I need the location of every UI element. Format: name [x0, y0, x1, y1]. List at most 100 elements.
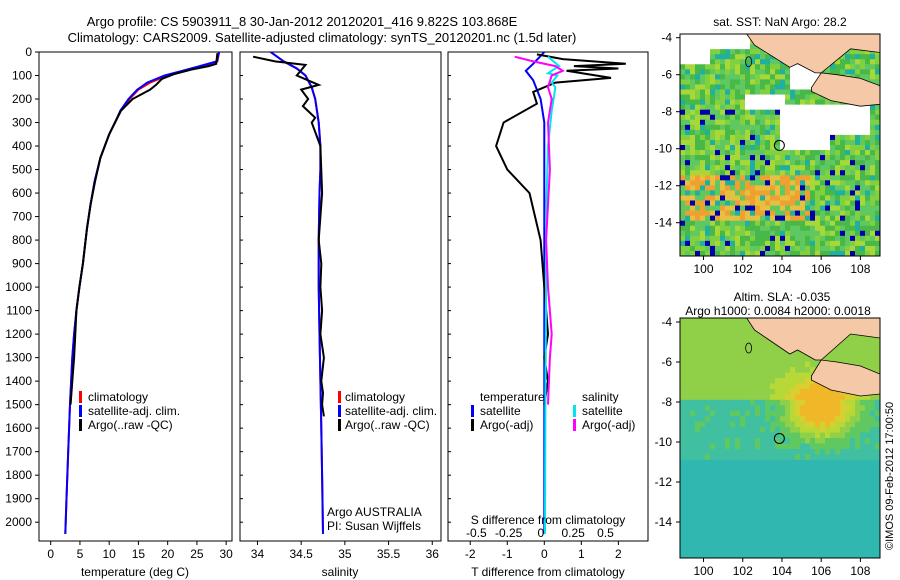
map-cell	[780, 155, 786, 161]
depth-tick-label: 1100	[6, 304, 32, 318]
map-cell	[685, 383, 691, 390]
map-cell	[745, 84, 751, 90]
map-cell	[800, 170, 806, 176]
map-cell	[715, 150, 721, 156]
map-cell	[800, 514, 806, 521]
map-cell	[840, 350, 846, 357]
map-cell	[740, 410, 746, 417]
map-cell	[720, 481, 726, 488]
map-cell	[760, 383, 766, 390]
map-cell	[730, 69, 736, 75]
map-cell	[715, 195, 721, 201]
map-cell	[760, 225, 766, 232]
map-cell	[795, 459, 801, 466]
map-cell	[680, 454, 686, 461]
map-cell	[690, 383, 696, 390]
map-cell	[745, 59, 751, 65]
map-cell	[850, 150, 856, 156]
map-cell	[775, 195, 781, 201]
map-cell	[785, 250, 791, 256]
map-cell	[875, 481, 880, 488]
map-cell	[765, 185, 771, 191]
map-cell	[860, 109, 866, 116]
map-y-tick-label: -4	[661, 31, 672, 45]
map-cell	[825, 465, 831, 472]
depth-tick-label: 300	[12, 116, 32, 130]
map-cell	[815, 185, 821, 191]
map-cell	[710, 94, 716, 101]
map-cell	[765, 220, 771, 227]
map-cell	[730, 318, 736, 324]
map-cell	[710, 124, 716, 131]
map-cell	[690, 84, 696, 90]
map-cell	[700, 427, 706, 434]
map-cell	[845, 416, 851, 423]
map-cell	[800, 465, 806, 472]
map-cell	[800, 410, 806, 417]
map-cell	[840, 139, 846, 146]
map-cell	[705, 205, 711, 212]
map-cell	[740, 438, 746, 444]
map-cell	[800, 79, 806, 85]
map-cell	[810, 129, 816, 136]
map-cell	[700, 89, 706, 96]
map-cell	[800, 240, 806, 247]
map-cell	[715, 69, 721, 75]
map-cell	[800, 220, 806, 227]
difference-plot-frame	[447, 51, 649, 542]
map-cell	[755, 49, 761, 55]
map-cell	[720, 195, 726, 201]
map-cell	[710, 119, 716, 126]
map-cell	[815, 170, 821, 176]
map-cell	[785, 190, 791, 196]
map-cell	[840, 530, 846, 537]
map-cell	[715, 536, 721, 543]
map-cell	[860, 476, 866, 483]
land-sumatra	[746, 34, 880, 74]
map-cell	[705, 155, 711, 161]
map-cell	[745, 334, 751, 341]
map-cell	[785, 367, 791, 374]
x-axes-layer: 0 5 10 15 20 25 30 34 34.5 35 35.5 36 -2 -1 0 1 2-0.5 -0.…	[47, 526, 622, 561]
map-cell	[745, 361, 751, 368]
map-cell	[755, 508, 761, 515]
map-cell	[845, 350, 851, 357]
map-cell	[680, 443, 686, 450]
map-cell	[785, 175, 791, 181]
map-cell	[875, 240, 880, 247]
map-cell	[690, 165, 696, 171]
map-cell	[730, 215, 736, 222]
map-cell	[815, 250, 821, 256]
series-line-climatology	[270, 52, 324, 534]
map-cell	[825, 388, 831, 395]
map-cell	[875, 487, 880, 494]
map-cell	[875, 530, 880, 537]
map-cell	[695, 394, 701, 401]
map-cell	[770, 99, 776, 106]
map-cell	[740, 215, 746, 222]
map-cell	[780, 416, 786, 423]
map-cell	[740, 367, 746, 374]
map-cell	[850, 190, 856, 196]
map-cell	[685, 345, 691, 352]
map-cell	[680, 323, 686, 330]
map-cell	[840, 215, 846, 222]
map-cell	[745, 34, 751, 40]
map-cell	[740, 465, 746, 472]
map-cell	[800, 175, 806, 181]
map-cell	[770, 64, 776, 70]
map-cell	[710, 190, 716, 196]
map-cell	[700, 372, 706, 379]
map-cell	[855, 240, 861, 247]
map-cell	[820, 205, 826, 212]
map-cell	[680, 39, 686, 45]
map-cell	[760, 99, 766, 106]
map-cell	[870, 155, 876, 161]
map-cell	[770, 160, 776, 166]
map-cell	[770, 536, 776, 543]
map-cell	[735, 503, 741, 510]
map-cell	[750, 109, 756, 116]
map-cell	[695, 356, 701, 363]
map-cell	[705, 230, 711, 237]
map-cell	[740, 155, 746, 161]
